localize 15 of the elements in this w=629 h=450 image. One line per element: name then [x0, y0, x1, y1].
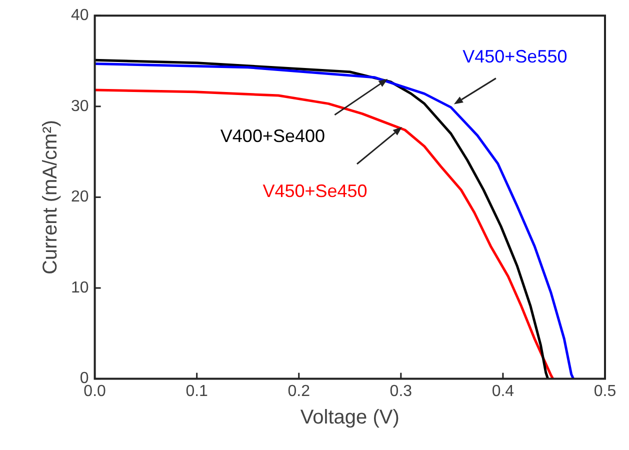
x-tick-label: 0.4: [492, 382, 514, 400]
y-tick-label: 30: [71, 98, 89, 115]
y-axis-title: Current (mA/cm²): [40, 120, 62, 274]
y-tick-label: 20: [71, 188, 89, 206]
x-tick-label: 0.2: [288, 382, 310, 400]
text: V450+Se450: [262, 180, 368, 201]
y-tick-label: 40: [71, 7, 89, 24]
x-axis-title: Voltage (V): [300, 406, 400, 429]
text: V450+Se550: [462, 46, 568, 66]
x-tick-label: 0.0: [84, 382, 106, 400]
x-tick-label: 0.3: [390, 382, 412, 400]
x-tick-label: 0.1: [186, 382, 208, 400]
text: V400+Se400: [220, 126, 326, 146]
y-tick-label: 10: [71, 279, 89, 296]
x-tick-label: 0.5: [594, 382, 616, 400]
